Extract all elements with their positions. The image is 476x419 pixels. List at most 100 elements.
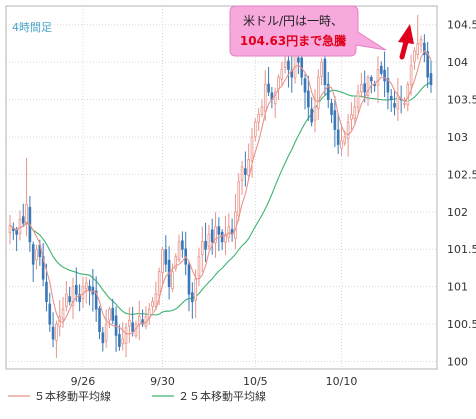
candle-body-up: [207, 233, 211, 247]
candle: [353, 97, 357, 124]
candle-body-up: [350, 114, 353, 120]
y-tick-label: 100: [447, 356, 468, 369]
candle: [389, 89, 393, 112]
y-tick-label: 103: [447, 131, 468, 144]
candle-body-down: [210, 229, 214, 243]
callout-line-1: 米ドル/円は一時、: [243, 14, 343, 28]
candle: [111, 298, 115, 325]
candle-body-down: [423, 42, 426, 56]
candle-body-up: [419, 39, 423, 46]
candle: [253, 118, 257, 142]
candle: [429, 60, 433, 93]
candle-body-up: [313, 106, 317, 121]
candle-body-down: [336, 129, 340, 145]
candle-body-up: [240, 166, 244, 181]
candle: [151, 297, 154, 312]
candle-body-up: [161, 248, 164, 273]
candle-body-up: [396, 95, 400, 110]
candle: [244, 151, 247, 187]
candle: [320, 57, 323, 86]
candle-body-up: [84, 282, 88, 290]
candle: [94, 276, 98, 322]
candle-body-up: [61, 308, 65, 320]
candle-body-up: [18, 218, 22, 234]
callout-line-2: 104.63円まで急騰: [240, 33, 347, 48]
candle: [257, 108, 260, 132]
candle-body-up: [316, 76, 320, 109]
candle: [121, 322, 125, 351]
candle-body-down: [386, 78, 390, 93]
candle-body-up: [250, 136, 254, 162]
candle: [8, 214, 12, 245]
candle-body-up: [55, 323, 58, 341]
candle: [21, 203, 25, 227]
candle-body-up: [214, 226, 217, 244]
candle-body-down: [45, 281, 48, 303]
candle: [280, 61, 284, 86]
ma5-line: [9, 50, 432, 335]
candle-body-down: [326, 83, 330, 100]
candle: [346, 114, 350, 157]
candle-body-up: [8, 224, 12, 234]
candle: [48, 292, 52, 332]
candle: [210, 218, 214, 255]
candle: [51, 312, 55, 348]
candle-body-down: [217, 226, 221, 235]
candle-body-up: [257, 114, 260, 123]
candle: [273, 87, 277, 119]
candle: [419, 35, 423, 53]
candle: [250, 127, 254, 178]
candle-body-up: [320, 61, 323, 77]
candle: [78, 284, 81, 312]
candle-body-up: [137, 316, 141, 325]
candle-body-down: [373, 84, 376, 86]
candle-body-up: [237, 181, 241, 217]
candle-body-up: [25, 203, 28, 224]
candle-body-down: [383, 69, 386, 82]
candle-body-down: [297, 57, 300, 63]
candle-body-down: [12, 228, 15, 231]
candle: [227, 213, 231, 243]
candle: [340, 123, 343, 157]
candle: [267, 67, 270, 97]
grid-lines: [6, 6, 437, 369]
candle-body-up: [227, 226, 231, 238]
candle: [124, 323, 128, 358]
candle: [74, 267, 78, 302]
candle-body-up: [253, 121, 257, 137]
candle-body-up: [416, 43, 420, 56]
timeframe-label: 4時間足: [12, 21, 52, 34]
candle-body-down: [94, 290, 98, 310]
candle: [154, 281, 158, 310]
candle: [31, 241, 35, 282]
candle-body-up: [280, 69, 284, 80]
candle: [217, 217, 221, 252]
candle-body-up: [353, 106, 357, 119]
candle-body-up: [356, 91, 360, 108]
candle: [379, 61, 383, 76]
candle: [204, 222, 207, 262]
candle-body-up: [35, 248, 38, 261]
candle-body-down: [48, 303, 52, 325]
candle-body-up: [403, 102, 406, 105]
candle: [310, 97, 313, 127]
candle-body-up: [340, 140, 343, 149]
candle: [247, 143, 250, 181]
candle: [336, 113, 340, 154]
candle-body-down: [111, 307, 115, 321]
legend-ma5-label: ５本移動平均線: [34, 389, 111, 403]
callout: 米ドル/円は一時、 104.63円まで急騰: [229, 5, 387, 57]
candle-body-down: [21, 216, 25, 224]
candle-body-up: [413, 50, 416, 63]
candle-body-up: [406, 84, 410, 106]
candle: [131, 306, 134, 337]
candle: [174, 253, 178, 272]
x-tick-label: 10/10: [326, 375, 358, 388]
candle: [370, 75, 373, 94]
y-axis-tick-labels: 100 100.5 101 101.5 102 102.5 103 103.5 104 104.5: [447, 19, 476, 369]
ma25-line-layer: [9, 81, 432, 316]
candle-body-up: [366, 76, 370, 97]
surge-arrow-icon: [398, 24, 414, 60]
candle-body-down: [244, 168, 247, 175]
candle-body-up: [343, 136, 347, 144]
